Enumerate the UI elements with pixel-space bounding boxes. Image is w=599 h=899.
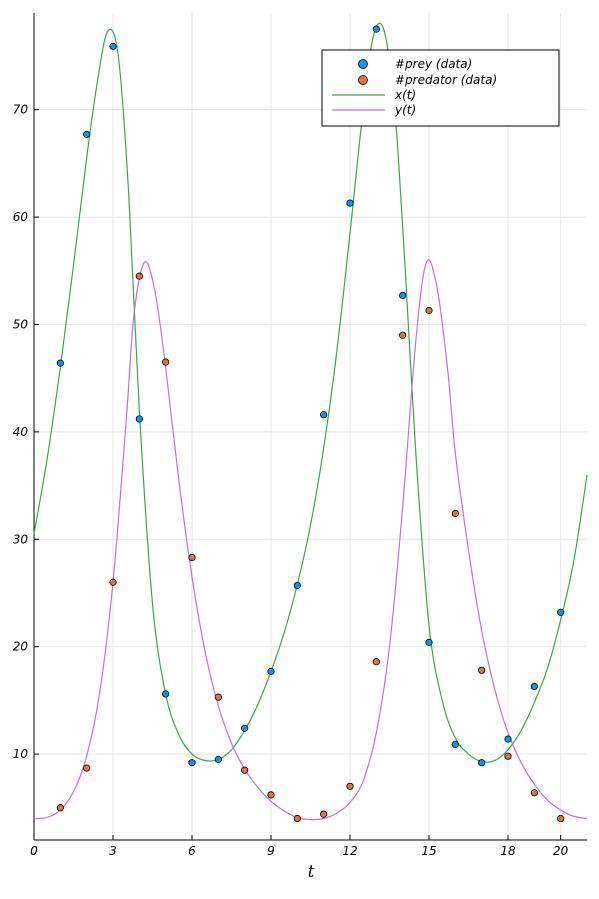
data-point-1: [399, 331, 407, 339]
data-point-1: [346, 782, 354, 790]
data-point-1: [135, 272, 143, 280]
data-point-0: [214, 755, 222, 764]
legend-label-2: x(t): [394, 88, 416, 102]
data-point-1: [241, 766, 249, 774]
legend-label-3: y(t): [394, 103, 416, 117]
data-point-0: [267, 667, 275, 675]
data-point-1: [214, 693, 222, 701]
data-point-0: [293, 581, 301, 590]
data-point-0: [320, 411, 328, 419]
data-point-1: [267, 791, 275, 799]
data-point-1: [451, 509, 459, 518]
data-point-1: [162, 358, 170, 366]
x-tick-label: 12: [342, 844, 357, 858]
data-point-1: [56, 804, 64, 812]
data-point-0: [109, 42, 117, 50]
y-tick-label: 60: [13, 210, 29, 224]
data-point-0: [162, 690, 170, 698]
grid: [33, 13, 587, 840]
data-point-1: [293, 814, 301, 823]
y-tick-label: 30: [13, 532, 29, 546]
data-point-1: [320, 810, 328, 818]
axes: [33, 13, 587, 841]
legend-marker-1: [358, 75, 368, 85]
data-point-0: [346, 199, 354, 207]
x-tick-label: 9: [267, 844, 275, 858]
legend-label-0: #prey (data): [395, 57, 472, 71]
y-tick-label: 40: [13, 425, 29, 439]
data-point-1: [425, 306, 433, 315]
data-point-0: [425, 638, 433, 646]
data-point-1: [372, 658, 380, 666]
series-points: [56, 25, 565, 823]
x-tick-label: 0: [30, 844, 38, 858]
data-point-1: [557, 814, 565, 823]
legend-marker-0: [358, 59, 368, 69]
y-tick-label: 70: [13, 103, 29, 117]
x-tick-label: 18: [500, 844, 516, 858]
data-point-0: [530, 682, 538, 691]
tick-labels: 0 3 6 9 12 15 18 20 10 20 30 40 50 60 70: [13, 103, 569, 858]
data-point-0: [188, 759, 196, 767]
data-point-0: [557, 608, 565, 616]
series-line-3: [33, 259, 588, 821]
data-point-1: [83, 764, 91, 772]
x-tick-label: 6: [188, 844, 196, 858]
data-point-0: [83, 130, 91, 138]
data-point-0: [241, 724, 249, 732]
data-point-1: [530, 789, 538, 797]
data-point-0: [372, 25, 380, 33]
data-point-0: [399, 291, 407, 300]
legend: #prey (data) #predator (data)x(t)y(t): [321, 49, 560, 127]
legend-label-1: #predator (data): [395, 73, 497, 87]
x-tick-label: 3: [109, 844, 117, 858]
y-tick-label: 10: [13, 747, 29, 761]
data-point-1: [109, 578, 117, 586]
y-tick-label: 20: [13, 640, 29, 654]
data-point-0: [478, 759, 486, 767]
data-point-1: [504, 752, 512, 760]
y-tick-label: 50: [13, 317, 29, 331]
data-point-1: [188, 553, 196, 562]
series-line-2: [33, 22, 588, 763]
series-lines: [33, 22, 588, 821]
data-point-1: [478, 666, 486, 674]
x-axis-title: t: [308, 862, 315, 882]
data-point-0: [56, 359, 64, 367]
data-point-0: [451, 740, 459, 749]
data-point-0: [135, 415, 143, 423]
x-tick-label: 20: [553, 844, 569, 858]
data-point-0: [504, 735, 512, 743]
x-tick-label: 15: [421, 844, 436, 858]
